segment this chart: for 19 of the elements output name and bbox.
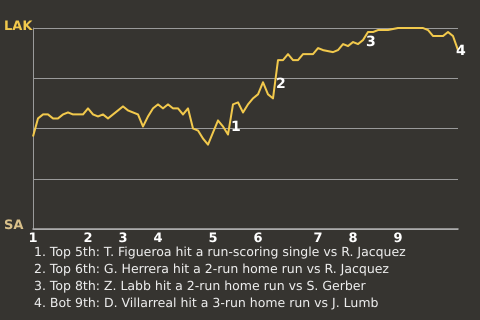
text: 4. Bot 9th: D. Villarreal hit a 3-run home run vs J. Lumb [34, 295, 379, 310]
text: 1. Top 5th: T. Figueroa hit a run-scoring single vs R. Jacquez [34, 244, 406, 259]
x-tick-label: 4 [153, 231, 163, 246]
x-tick-label: 5 [208, 231, 218, 246]
x-tick-label: 9 [393, 231, 403, 246]
annotation: 3 [366, 34, 376, 50]
x-tick-label: 8 [348, 231, 358, 246]
x-tick-label: 1 [28, 231, 38, 246]
text: LAK [4, 19, 34, 34]
x-tick-label: 7 [313, 231, 323, 246]
x-tick-label: 2 [83, 231, 93, 246]
annotation: 2 [276, 76, 286, 92]
x-tick-label: 6 [253, 231, 263, 246]
text: 3. Top 8th: Z. Labb hit a 2-run home run vs S. Gerber [34, 278, 366, 293]
annotation: 1 [231, 119, 241, 135]
annotation: 4 [456, 43, 466, 59]
text: SA [4, 218, 24, 233]
x-tick-label: 3 [118, 231, 128, 246]
text: 2. Top 6th: G. Herrera hit a 2-run home run vs R. Jacquez [34, 261, 390, 276]
